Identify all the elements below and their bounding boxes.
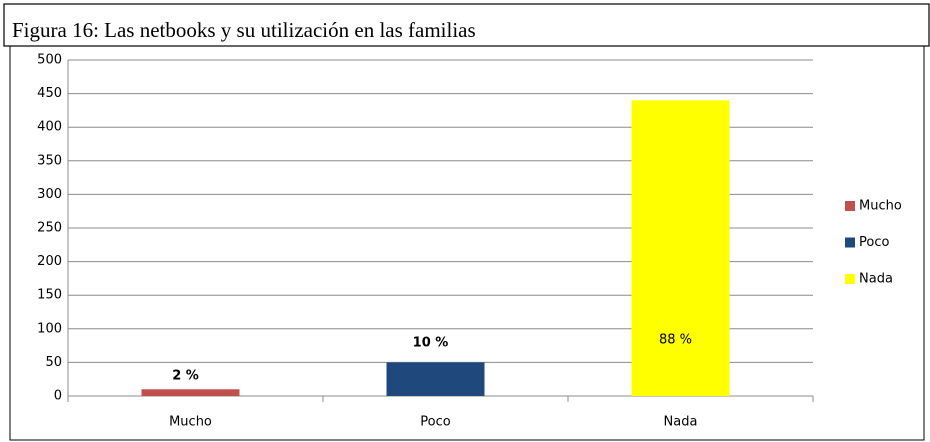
legend-label: Poco xyxy=(859,235,889,250)
y-tick-label: 500 xyxy=(37,53,62,68)
legend-swatch xyxy=(845,201,855,211)
y-tick-label: 300 xyxy=(37,187,62,202)
legend-label: Nada xyxy=(859,272,893,287)
y-tick-label: 0 xyxy=(54,389,62,404)
annotation: 2 % xyxy=(172,369,199,384)
x-tick-label: Poco xyxy=(420,415,450,430)
y-tick-label: 50 xyxy=(45,355,62,370)
annotation: 10 % xyxy=(413,336,449,351)
x-tick-label: Nada xyxy=(664,415,698,430)
y-tick-label: 100 xyxy=(37,321,62,336)
bar xyxy=(631,100,730,396)
annotation: 88 % xyxy=(659,333,692,348)
legend-label: Mucho xyxy=(859,199,902,214)
y-tick-label: 250 xyxy=(37,221,62,236)
y-tick-label: 350 xyxy=(37,153,62,168)
bar xyxy=(386,362,485,396)
y-tick-label: 400 xyxy=(37,120,62,135)
y-tick-label: 150 xyxy=(37,288,62,303)
y-tick-label: 200 xyxy=(37,254,62,269)
x-tick-label: Mucho xyxy=(169,415,212,430)
chart-title: Figura 16: Las netbooks y su utilización… xyxy=(12,18,476,42)
y-tick-label: 450 xyxy=(37,86,62,101)
bar xyxy=(141,389,240,396)
title-box xyxy=(3,3,930,47)
legend-swatch xyxy=(845,237,855,248)
legend-swatch xyxy=(845,274,855,284)
